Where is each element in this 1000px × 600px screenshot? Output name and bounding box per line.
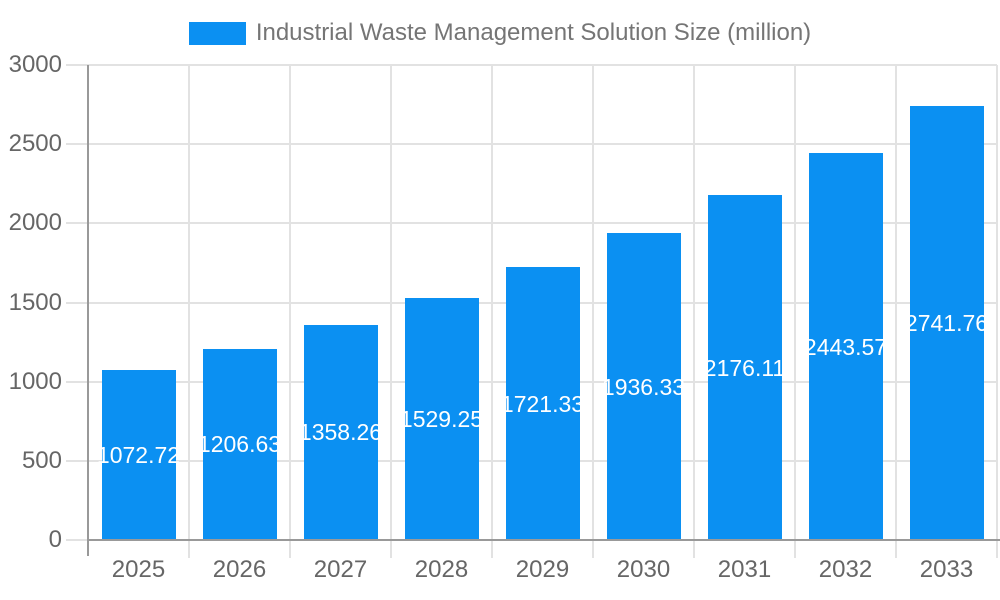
gridline-vertical	[996, 65, 998, 558]
gridline-horizontal	[66, 143, 997, 146]
y-tick-label: 500	[21, 446, 62, 474]
gridline-vertical	[188, 65, 190, 558]
x-tick-label: 2029	[515, 556, 570, 583]
y-axis-line	[87, 65, 89, 556]
bar-2033[interactable]	[909, 105, 984, 540]
y-tick-label: 0	[48, 526, 62, 553]
bar-value-label: 2443.57	[803, 333, 888, 360]
x-tick-label: 2028	[414, 556, 469, 583]
bar-2029[interactable]	[505, 267, 580, 540]
legend-swatch	[188, 21, 246, 45]
y-tick-label: 3000	[8, 51, 62, 78]
gridline-vertical	[491, 65, 493, 558]
y-tick-label: 1000	[8, 367, 62, 395]
gridline-vertical	[693, 65, 695, 558]
x-tick-label: 2031	[717, 556, 772, 583]
gridline-vertical	[289, 65, 291, 558]
gridline-horizontal	[66, 64, 997, 66]
bar-2028[interactable]	[404, 297, 479, 540]
bar-value-label: 1529.25	[399, 405, 484, 432]
y-tick-label: 1500	[8, 288, 62, 316]
x-tick-label: 2027	[313, 556, 368, 583]
bar-2032[interactable]	[808, 153, 883, 540]
bar-2030[interactable]	[606, 233, 681, 540]
bar-value-label: 1358.26	[298, 419, 383, 446]
gridline-vertical	[895, 65, 897, 558]
bar-2026[interactable]	[202, 348, 277, 540]
bar-value-label: 2741.76	[904, 309, 989, 336]
bar-2027[interactable]	[303, 324, 378, 540]
bar-value-label: 1206.63	[197, 431, 282, 458]
x-tick-label: 2025	[111, 556, 166, 583]
gridline-vertical	[390, 65, 392, 558]
bar-value-label: 2176.11	[703, 354, 786, 381]
gridline-horizontal	[66, 222, 997, 225]
bar-value-label: 1721.33	[500, 390, 585, 417]
y-tick-label: 2000	[8, 209, 62, 237]
gridline-vertical	[592, 65, 594, 558]
x-tick-label: 2032	[818, 556, 873, 583]
x-axis-line	[88, 539, 1000, 541]
x-tick-label: 2033	[919, 556, 974, 583]
bar-value-label: 1072.72	[96, 442, 181, 469]
legend-label: Industrial Waste Management Solution Siz…	[255, 19, 812, 46]
x-tick-label: 2030	[616, 556, 671, 583]
bar-2031[interactable]	[707, 195, 782, 540]
gridline-vertical	[794, 65, 796, 558]
bar-value-label: 1936.33	[601, 373, 686, 400]
x-tick-label: 2026	[212, 556, 267, 583]
chart-legend[interactable]: Industrial Waste Management Solution Siz…	[0, 20, 1000, 46]
y-tick-label: 2500	[8, 130, 62, 158]
bar-2025[interactable]	[101, 370, 176, 540]
